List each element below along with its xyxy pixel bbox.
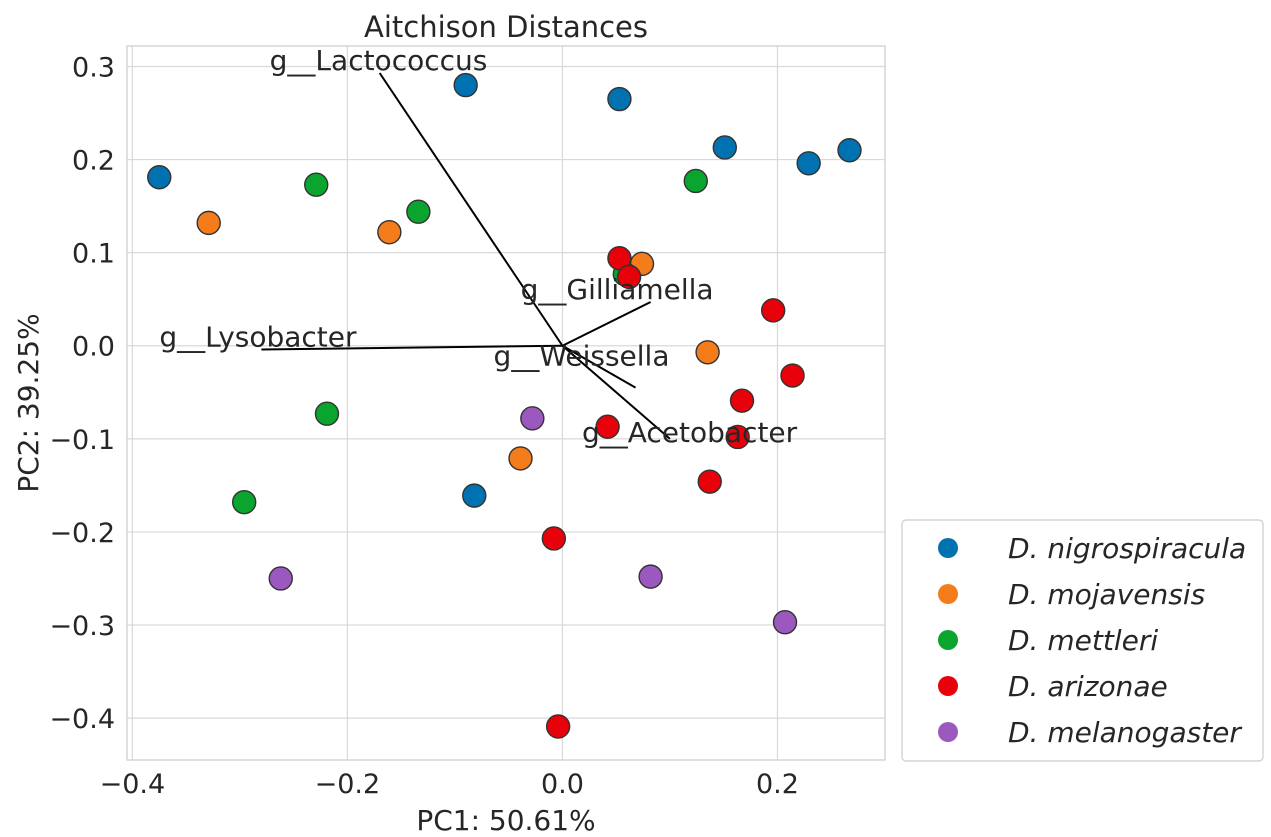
x-axis-label: PC1: 50.61%: [416, 804, 595, 837]
scatter-point: [683, 168, 708, 194]
scatter-point: [462, 483, 487, 508]
loading-vector: [561, 344, 671, 440]
scatter-point: [406, 199, 431, 224]
scatter-point: [695, 340, 720, 365]
loading-vector: [378, 72, 564, 347]
y-tick-label: −0.2: [49, 518, 115, 549]
scatter-point: [453, 72, 478, 98]
x-tick-label: 0.0: [541, 769, 584, 800]
legend-entry: D. mojavensis: [1008, 578, 1205, 611]
legend-entry: D. nigrospiracula: [1008, 532, 1246, 565]
scatter-point: [545, 714, 571, 739]
loading-vectors: [261, 72, 671, 440]
y-tick-label: 0.3: [72, 52, 115, 83]
scatter-point: [268, 566, 293, 591]
loading-label: g__Lactococcus: [270, 44, 488, 77]
x-tick-label: −0.2: [315, 769, 381, 800]
loading-vector: [261, 344, 563, 351]
scatter-point: [780, 363, 805, 388]
legend-box: [901, 519, 1264, 762]
loading-labels: g__Lactococcus g__Gilliamella g__Lysobacte…: [159, 44, 797, 449]
x-tick-label: 0.2: [756, 769, 799, 800]
data-points: [147, 72, 862, 739]
legend-marker: [938, 584, 958, 604]
scatter-point: [712, 135, 737, 160]
scatter-point: [760, 298, 786, 323]
grid-lines: [127, 46, 885, 760]
scatter-point: [837, 138, 862, 163]
y-tick-label: −0.1: [49, 425, 115, 456]
legend-marker: [938, 630, 958, 650]
legend-marker: [938, 676, 958, 696]
scatter-point: [729, 388, 755, 413]
scatter-point: [772, 610, 798, 635]
scatter-point: [520, 406, 545, 431]
scatter-point: [616, 264, 642, 290]
scatter-point: [607, 86, 632, 112]
loading-label: g__Acetobacter: [582, 416, 798, 449]
scatter-point: [796, 151, 821, 176]
scatter-point: [697, 469, 722, 494]
chart-title: Aitchison Distances: [364, 10, 648, 44]
scatter-point: [377, 219, 402, 245]
scatter-point: [304, 172, 329, 197]
scatter-point: [196, 210, 221, 236]
scatter-point: [231, 489, 257, 515]
plot-area-frame: [126, 45, 886, 761]
loading-vector: [561, 344, 637, 389]
legend-entry: D. arizonae: [1008, 670, 1168, 703]
loading-label: g__Gilliamella: [521, 273, 714, 306]
y-tick-label: −0.4: [49, 704, 115, 735]
scatter-point: [595, 414, 620, 439]
loading-label: g__Weissella: [494, 340, 670, 373]
scatter-point: [508, 446, 533, 471]
x-tick-label: −0.4: [100, 769, 166, 800]
scatter-point: [541, 526, 567, 551]
legend: D. nigrospiracula D. mojavensis D. mettler…: [901, 519, 1264, 762]
y-tick-label: 0.0: [72, 332, 115, 363]
y-tick-label: −0.3: [49, 611, 115, 642]
loading-label: g__Lysobacter: [159, 320, 357, 353]
scatter-point: [638, 564, 663, 589]
y-axis-label: PC2: 39.25%: [12, 313, 45, 492]
loading-vector: [562, 301, 652, 347]
scatter-point: [725, 424, 750, 450]
legend-marker: [938, 722, 958, 742]
scatter-point: [147, 165, 172, 190]
legend-entry: D. melanogaster: [1008, 716, 1242, 749]
y-tick-label: 0.2: [72, 146, 115, 177]
legend-marker: [938, 538, 958, 558]
axis-ticks: −0.4 −0.2 0.0 0.2 0.3 0.2 0.1 0.0 −0.1 −0.2 −0.3 −0…: [49, 52, 799, 800]
y-tick-label: 0.1: [72, 239, 115, 270]
legend-entry: D. mettleri: [1008, 624, 1158, 657]
scatter-point: [314, 401, 340, 426]
